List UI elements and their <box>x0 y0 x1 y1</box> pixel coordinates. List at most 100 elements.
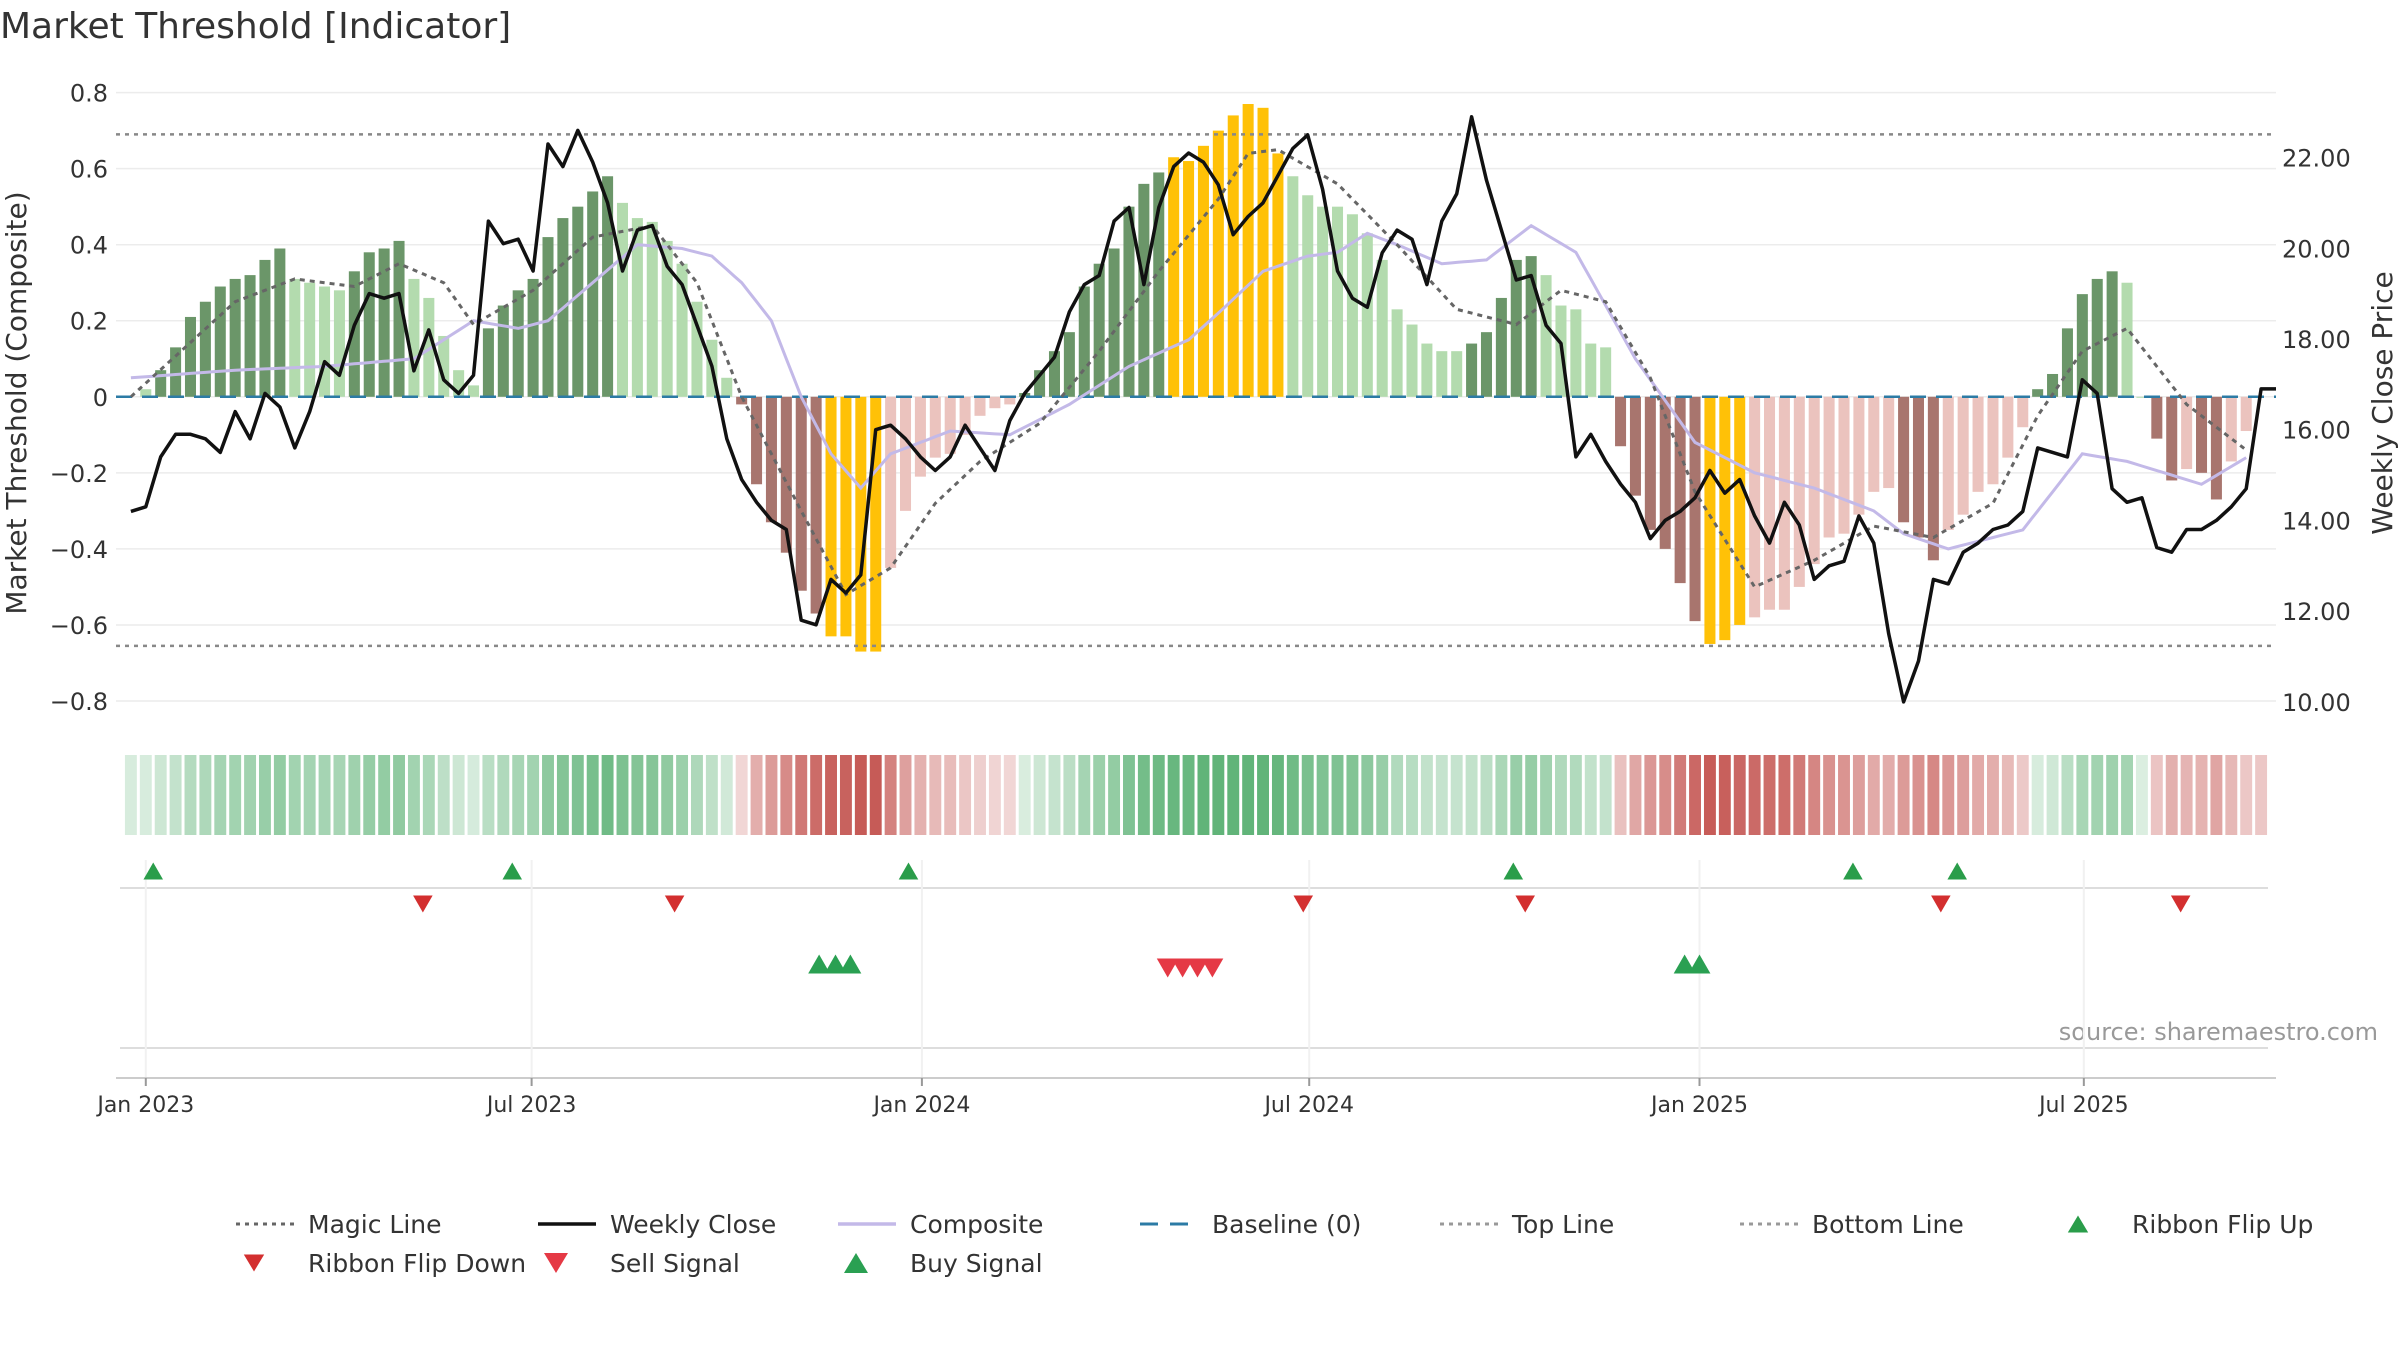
x-tick-label: Jan 2024 <box>871 1093 970 1118</box>
ribbon-cell <box>2031 755 2044 835</box>
ribbon-cell <box>1703 755 1716 835</box>
histogram-bar <box>1361 233 1373 397</box>
ribbon-cell <box>1063 755 1076 835</box>
ribbon-cell <box>810 755 823 835</box>
sell-signal-marker <box>1156 958 1179 978</box>
histogram-bar <box>214 286 226 397</box>
histogram-bar <box>1704 396 1716 644</box>
ribbon-cell <box>2001 755 2014 835</box>
ribbon-cell <box>273 755 286 835</box>
ribbon-cell <box>735 755 748 835</box>
ribbon-cell <box>1391 755 1404 835</box>
ribbon-cell <box>1376 755 1389 835</box>
ribbon-cell <box>825 755 837 835</box>
histogram-bar <box>929 396 941 458</box>
ribbon-cell <box>720 755 733 835</box>
ribbon-cell <box>959 755 972 835</box>
histogram-bar <box>646 221 658 397</box>
histogram-bar <box>1406 324 1418 397</box>
histogram-bar <box>1644 396 1656 530</box>
y-right-tick-label: 20.00 <box>2282 235 2351 263</box>
ribbon-cell <box>1838 755 1850 835</box>
ribbon-cell <box>1733 755 1746 835</box>
histogram-bar <box>1525 256 1537 397</box>
x-tick-label: Jul 2025 <box>2037 1093 2129 1118</box>
histogram-bar <box>1987 396 1999 485</box>
legend-marker <box>844 1253 868 1273</box>
ribbon-cell <box>1331 755 1344 835</box>
histogram-bar <box>1853 396 1865 515</box>
histogram-bar <box>1868 396 1880 492</box>
sell-signal-marker <box>1201 958 1224 978</box>
histogram-bar <box>2136 396 2148 398</box>
ribbon-cell <box>1137 755 1150 835</box>
ribbon-flip-down-marker <box>664 895 685 913</box>
ribbon-flip-down-marker <box>1931 895 1951 913</box>
legend-label: Ribbon Flip Down <box>308 1249 526 1278</box>
histogram-bar <box>1332 206 1344 397</box>
ribbon-cell <box>1301 755 1314 835</box>
histogram-bar <box>780 396 792 553</box>
histogram-bar <box>1793 396 1805 587</box>
ribbon-cell <box>1912 755 1925 835</box>
histogram-bar <box>1674 396 1686 584</box>
ribbon-cell <box>184 755 197 835</box>
ribbon-cell <box>1689 755 1701 835</box>
histogram-bar <box>631 218 643 397</box>
ribbon-cell <box>1093 755 1106 835</box>
ribbon-cell <box>1540 755 1553 835</box>
histogram-bar <box>2106 271 2118 397</box>
ribbon-cell <box>303 755 316 835</box>
y-axis-right-label: Weekly Close Price <box>2366 271 2399 534</box>
ribbon-cell <box>2121 755 2133 835</box>
histogram-bar <box>512 290 524 397</box>
legend-label: Composite <box>910 1210 1043 1239</box>
histogram-bar <box>795 396 807 591</box>
ribbon-cell <box>1793 755 1806 835</box>
histogram-bar <box>1957 396 1969 515</box>
ribbon-cell <box>1555 755 1567 835</box>
ribbon-cell <box>1927 755 1940 835</box>
ribbon-cell <box>780 755 793 835</box>
ribbon-cell <box>407 755 420 835</box>
histogram-bar <box>1734 396 1746 625</box>
legend-label: Buy Signal <box>910 1249 1043 1278</box>
histogram-bar <box>2047 373 2059 397</box>
histogram-bar <box>333 290 345 397</box>
ribbon-cell <box>2046 755 2059 835</box>
legend-label: Weekly Close <box>610 1210 776 1239</box>
histogram-bar <box>1451 351 1463 397</box>
histogram-bar <box>259 259 271 397</box>
ribbon-flip-up-marker <box>143 862 164 880</box>
ribbon-cell <box>750 755 763 835</box>
histogram-bar <box>1346 214 1358 397</box>
histogram-bar <box>304 282 316 397</box>
ribbon-cell <box>1525 755 1538 835</box>
ribbon-cell <box>601 755 614 835</box>
ribbon-strip <box>124 755 2268 835</box>
histogram-bar <box>1927 396 1939 561</box>
histogram-bar <box>1689 396 1701 622</box>
ribbon-cell <box>124 755 137 835</box>
ribbon-cell <box>1972 755 1985 835</box>
ribbon-cell <box>497 755 510 835</box>
legend-label: Sell Signal <box>610 1249 740 1278</box>
ribbon-cell <box>631 755 644 835</box>
ribbon-cell <box>1942 755 1955 835</box>
legend-label: Baseline (0) <box>1212 1210 1361 1239</box>
ribbon-cell <box>1003 755 1016 835</box>
ribbon-cell <box>1674 755 1687 835</box>
histogram-bar <box>1317 206 1329 397</box>
histogram-bar <box>1585 343 1597 397</box>
ribbon-cell <box>646 755 659 835</box>
histogram-bar <box>2002 396 2014 458</box>
histogram-bar <box>453 370 465 397</box>
ribbon-cell <box>1361 755 1374 835</box>
y-right-tick-label: 12.00 <box>2282 598 2351 626</box>
legend-marker <box>2067 1215 2089 1233</box>
histogram-bar <box>199 301 211 397</box>
ribbon-cell <box>914 755 927 835</box>
histogram-bar <box>468 385 480 397</box>
y-right-tick-label: 22.00 <box>2282 145 2351 173</box>
ribbon-cell <box>2165 755 2178 835</box>
